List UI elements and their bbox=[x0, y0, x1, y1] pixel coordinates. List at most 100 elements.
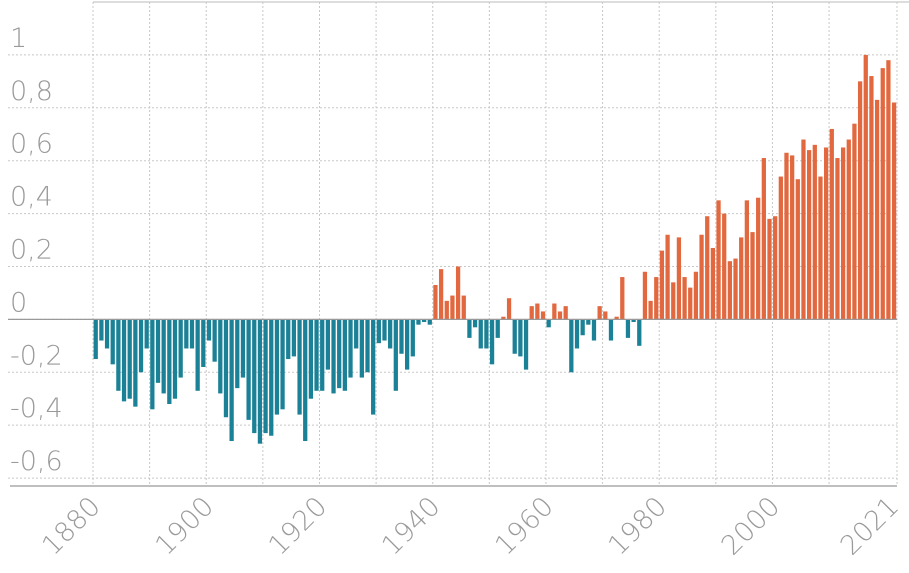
bar bbox=[535, 303, 540, 320]
bar bbox=[501, 316, 506, 320]
bar bbox=[178, 319, 183, 378]
bar bbox=[257, 319, 263, 444]
bar bbox=[116, 319, 121, 391]
bar bbox=[705, 216, 710, 320]
bar bbox=[467, 319, 472, 338]
bar bbox=[676, 237, 682, 320]
y-tick-label: 0,8 bbox=[10, 76, 53, 107]
bar bbox=[852, 123, 857, 320]
bar bbox=[773, 216, 778, 320]
bar bbox=[127, 319, 132, 399]
bar bbox=[614, 316, 619, 320]
bar bbox=[121, 319, 127, 402]
bar bbox=[569, 319, 574, 373]
y-tick-label: 0,6 bbox=[10, 129, 53, 160]
bar bbox=[586, 319, 591, 325]
bar bbox=[331, 319, 336, 394]
x-tick-label: 1940 bbox=[376, 491, 447, 562]
bar bbox=[376, 319, 381, 344]
bar bbox=[818, 176, 823, 320]
bar bbox=[823, 147, 829, 320]
bar bbox=[846, 139, 851, 320]
bar bbox=[495, 319, 500, 338]
bar bbox=[739, 237, 744, 320]
bar bbox=[337, 319, 342, 389]
bar bbox=[665, 234, 670, 320]
bar bbox=[671, 282, 676, 320]
bar bbox=[637, 319, 642, 346]
bar bbox=[444, 300, 449, 320]
bar bbox=[688, 287, 693, 320]
y-tick-label: 0 bbox=[10, 287, 27, 318]
bar bbox=[727, 261, 733, 320]
bar bbox=[93, 319, 98, 360]
bar bbox=[693, 271, 699, 320]
bar bbox=[801, 139, 806, 320]
bar bbox=[286, 319, 291, 360]
bar bbox=[308, 319, 314, 399]
bar bbox=[365, 319, 370, 373]
bar bbox=[405, 319, 410, 370]
bar bbox=[710, 247, 716, 320]
bar bbox=[212, 319, 217, 362]
bar bbox=[133, 319, 138, 407]
bar bbox=[184, 319, 189, 349]
bar bbox=[874, 99, 880, 320]
y-tick-label: -0,6 bbox=[10, 446, 63, 477]
bar bbox=[433, 284, 438, 320]
bar bbox=[654, 277, 659, 320]
bar bbox=[744, 200, 749, 320]
bar bbox=[574, 319, 580, 349]
bar bbox=[648, 300, 653, 320]
x-tick-label: 2021 bbox=[835, 491, 906, 562]
bar bbox=[393, 319, 398, 391]
bar bbox=[869, 76, 874, 320]
bar bbox=[733, 258, 738, 320]
bar bbox=[625, 319, 631, 338]
bar bbox=[506, 298, 512, 320]
bar bbox=[325, 319, 331, 370]
bar bbox=[682, 277, 687, 320]
bar bbox=[269, 319, 274, 436]
y-tick-label: -0,2 bbox=[10, 340, 63, 371]
bar bbox=[167, 319, 172, 405]
bar bbox=[784, 152, 789, 320]
bar bbox=[342, 319, 347, 391]
bar bbox=[563, 306, 568, 320]
bar bbox=[642, 271, 648, 320]
bar bbox=[597, 306, 602, 320]
bar bbox=[478, 319, 483, 349]
bar bbox=[246, 319, 251, 420]
bar bbox=[529, 306, 534, 320]
bar bbox=[161, 319, 166, 394]
bar bbox=[438, 269, 444, 320]
bar bbox=[722, 213, 727, 320]
bar bbox=[297, 319, 302, 415]
bar bbox=[761, 158, 766, 320]
bar bbox=[280, 319, 285, 410]
bar bbox=[150, 319, 155, 410]
bar bbox=[371, 319, 376, 415]
bar bbox=[138, 319, 144, 373]
bar bbox=[427, 319, 432, 325]
y-tick-label: 0,4 bbox=[10, 182, 53, 213]
bar bbox=[461, 295, 466, 320]
bar bbox=[608, 319, 614, 341]
bar bbox=[863, 54, 868, 320]
bar bbox=[110, 319, 115, 365]
bar bbox=[891, 102, 897, 320]
x-tick-label: 1920 bbox=[263, 491, 334, 562]
bar bbox=[512, 319, 517, 354]
bar bbox=[835, 158, 840, 320]
bar bbox=[812, 144, 817, 320]
bar bbox=[303, 319, 308, 442]
x-tick-label: 1980 bbox=[602, 491, 673, 562]
bar bbox=[795, 179, 800, 320]
bar bbox=[767, 218, 772, 320]
bar bbox=[195, 319, 200, 391]
bar bbox=[484, 319, 489, 349]
bar bbox=[229, 319, 234, 442]
y-tick-label: 1 bbox=[10, 23, 27, 54]
y-tick-label: 0,2 bbox=[10, 234, 53, 265]
bar bbox=[557, 311, 563, 320]
